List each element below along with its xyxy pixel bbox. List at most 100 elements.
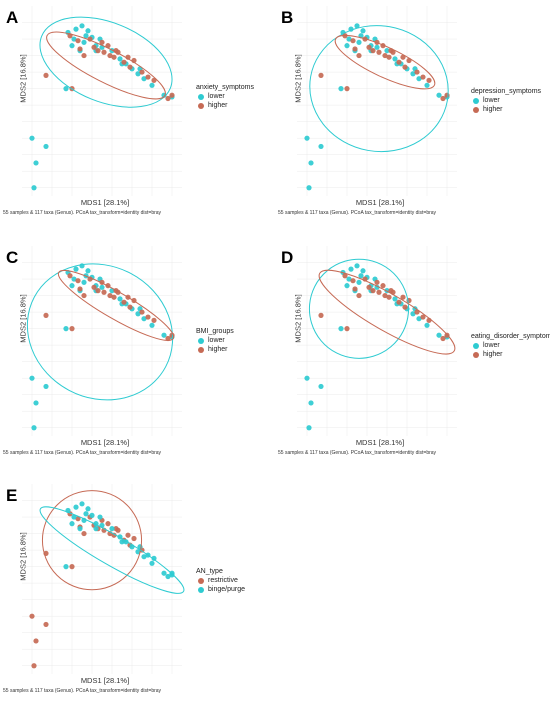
data-point: [131, 535, 137, 542]
data-point: [79, 501, 85, 507]
data-point: [306, 185, 312, 191]
data-point: [400, 294, 406, 300]
data-point: [71, 36, 77, 42]
data-point: [63, 86, 69, 92]
data-point: [308, 160, 314, 166]
data-point: [424, 82, 430, 88]
data-point: [105, 521, 111, 527]
data-point: [29, 613, 35, 619]
data-point: [99, 39, 105, 45]
x-axis-label: MDS1 [28.1%]: [80, 438, 130, 447]
panel-letter: C: [6, 248, 19, 267]
data-point: [149, 560, 155, 566]
data-point: [67, 273, 73, 279]
data-point: [83, 511, 89, 517]
data-point: [135, 311, 141, 317]
legend-item: lower: [471, 96, 541, 105]
data-point: [350, 278, 356, 284]
chart-panel-c: C MDS2 [16.8%] MDS1 [28.1%] 55 samples &…: [0, 240, 275, 470]
data-point: [161, 570, 167, 576]
data-point: [165, 95, 171, 102]
panel-letter: A: [6, 8, 19, 27]
chart-panel-d: D MDS2 [16.8%] MDS1 [28.1%] 55 samples &…: [275, 240, 550, 470]
data-point: [414, 69, 420, 75]
data-point: [382, 52, 388, 59]
data-point: [374, 279, 380, 285]
data-point: [344, 283, 350, 289]
series-higher: [318, 33, 450, 102]
data-point: [382, 292, 388, 299]
data-point: [69, 43, 75, 49]
data-point: [356, 292, 362, 299]
data-point: [101, 289, 107, 295]
pcoa-scatter-plot: [297, 6, 457, 196]
data-point: [426, 77, 432, 83]
legend-marker: [198, 586, 204, 593]
series-lower: [304, 23, 450, 191]
data-point: [107, 292, 113, 299]
data-point: [85, 268, 91, 274]
data-point: [410, 71, 416, 77]
data-point: [304, 375, 310, 381]
legend-marker: [473, 106, 479, 113]
confidence-ellipse: [308, 258, 410, 359]
data-point: [83, 33, 89, 39]
confidence-ellipse: [41, 490, 143, 591]
confidence-ellipse: [57, 270, 175, 341]
data-point: [121, 299, 127, 305]
data-point: [77, 46, 83, 52]
data-point: [386, 294, 392, 300]
legend: depression_symptoms lower higher: [471, 88, 541, 114]
data-point: [69, 564, 75, 570]
series-binge-purge: [63, 501, 175, 580]
data-point: [374, 44, 380, 50]
legend-marker: [198, 577, 204, 584]
data-point: [350, 38, 356, 44]
legend-item: lower: [196, 336, 234, 345]
legend-label: binge/purge: [208, 586, 245, 593]
data-point: [33, 638, 39, 644]
x-axis-label: MDS1 [28.1%]: [80, 676, 130, 685]
data-point: [81, 52, 87, 59]
legend-item: lower: [196, 92, 254, 101]
data-point: [145, 74, 151, 80]
data-point: [43, 143, 49, 150]
plot-caption: 55 samples & 117 taxa (Genus). PCoA tax_…: [3, 450, 162, 456]
legend-marker: [198, 346, 204, 353]
data-point: [73, 504, 79, 510]
data-point: [424, 322, 430, 328]
data-point: [101, 49, 107, 55]
data-point: [346, 276, 352, 282]
series-lower: [29, 263, 175, 431]
x-axis-label: MDS1 [28.1%]: [355, 438, 405, 447]
data-point: [141, 554, 147, 560]
data-point: [77, 526, 83, 532]
data-point: [33, 400, 39, 406]
data-point: [376, 289, 382, 295]
data-point: [113, 526, 119, 532]
data-point: [308, 400, 314, 406]
data-point: [352, 286, 358, 292]
data-point: [352, 46, 358, 52]
data-point: [420, 74, 426, 80]
x-axis-label: MDS1 [28.1%]: [80, 198, 130, 207]
data-point: [318, 383, 324, 390]
data-point: [354, 263, 360, 269]
data-point: [444, 92, 450, 98]
data-point: [392, 296, 398, 302]
grid: [22, 246, 182, 436]
pcoa-scatter-plot: [22, 484, 185, 674]
data-point: [75, 516, 81, 522]
data-point: [396, 299, 402, 305]
legend-title: anxiety_symptoms: [196, 84, 254, 91]
data-point: [69, 326, 75, 332]
confidence-ellipse: [318, 269, 456, 355]
data-point: [145, 314, 151, 320]
legend-title: eating_disorder_symptoms: [471, 333, 550, 340]
data-point: [356, 39, 362, 45]
pcoa-scatter-plot: [297, 246, 457, 436]
panel-letter: B: [281, 8, 294, 27]
data-point: [29, 135, 35, 141]
data-point: [91, 44, 97, 50]
data-point: [73, 266, 79, 272]
